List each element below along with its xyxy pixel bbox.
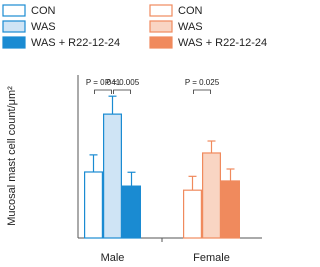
legend-label: CON	[31, 5, 56, 17]
x-tick-label: Female	[193, 252, 230, 264]
bar	[102, 113, 122, 239]
legend-swatch	[2, 20, 26, 33]
legend-label: WAS + R22-12-24	[178, 37, 267, 49]
legend-label: WAS + R22-12-24	[31, 37, 120, 49]
significance-label: P = 0.025	[185, 78, 220, 87]
significance-label: P = 0.041	[86, 78, 121, 87]
legend-label: CON	[178, 5, 203, 17]
bar	[121, 185, 141, 239]
significance-bracket	[193, 89, 211, 94]
legend-label: WAS	[178, 21, 203, 33]
y-axis-label: Mucosal mast cell count/μm²	[6, 86, 18, 226]
chart: Mucosal mast cell count/μm² CON WAS WAS + …	[2, 4, 267, 264]
bar	[183, 189, 203, 239]
bar	[83, 171, 103, 239]
legend-swatch	[149, 36, 173, 49]
legend-label: WAS	[31, 21, 56, 33]
significance-label: P = 0.005	[105, 78, 140, 87]
bar	[202, 152, 222, 239]
significance-bracket	[94, 89, 112, 94]
legend-swatch	[149, 4, 173, 17]
bar	[221, 180, 241, 239]
legend-swatch	[2, 36, 26, 49]
legend-swatch	[2, 4, 26, 17]
significance-bracket	[113, 89, 131, 94]
x-tick-label: Male	[101, 252, 125, 264]
legend-swatch	[149, 20, 173, 33]
